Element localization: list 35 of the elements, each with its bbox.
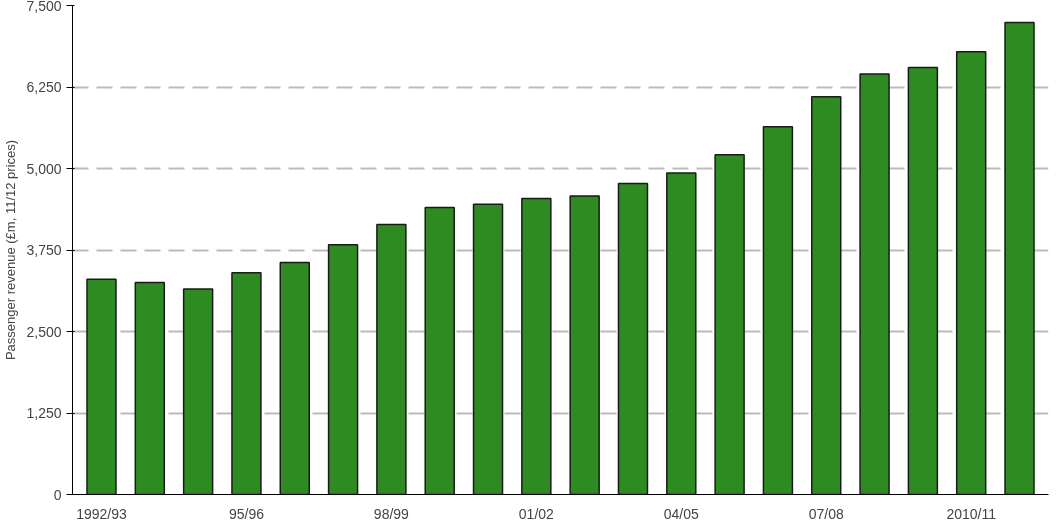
bar <box>182 288 214 495</box>
bar <box>472 203 504 495</box>
y-tick-label: 5,000 <box>26 160 62 177</box>
x-tick-label: 98/99 <box>373 505 410 522</box>
y-tick-label: 2,500 <box>26 323 62 340</box>
x-tick-label: 95/96 <box>228 505 265 522</box>
bar <box>521 197 552 495</box>
x-tick-label: 1992/93 <box>76 505 128 522</box>
bar <box>376 223 407 495</box>
y-axis-title: Passenger revenue (£m, 11/12 prices) <box>3 139 19 361</box>
x-tick-label: 04/05 <box>663 505 700 522</box>
bar <box>859 73 890 495</box>
bar <box>231 272 262 495</box>
bar <box>907 66 939 495</box>
y-tick-label: 7,500 <box>26 0 62 14</box>
bar <box>327 244 359 495</box>
bar <box>714 154 745 495</box>
bar <box>617 182 649 495</box>
y-tick-label: 3,750 <box>26 242 62 258</box>
bar <box>762 126 794 495</box>
y-tick-label: 0 <box>53 486 62 503</box>
bar <box>666 172 697 495</box>
bar <box>811 96 842 495</box>
x-tick-label: 01/02 <box>518 505 555 522</box>
bar <box>955 51 987 495</box>
x-tick-label: 2010/11 <box>946 505 997 522</box>
bar <box>86 278 117 495</box>
bar <box>134 281 166 495</box>
bar <box>569 195 600 495</box>
x-tick-label: 07/08 <box>808 505 844 522</box>
bar <box>1004 21 1035 495</box>
y-tick-label: 6,250 <box>26 79 62 95</box>
bar <box>279 261 310 495</box>
y-tick-label: 1,250 <box>26 405 62 421</box>
bar <box>424 206 455 495</box>
